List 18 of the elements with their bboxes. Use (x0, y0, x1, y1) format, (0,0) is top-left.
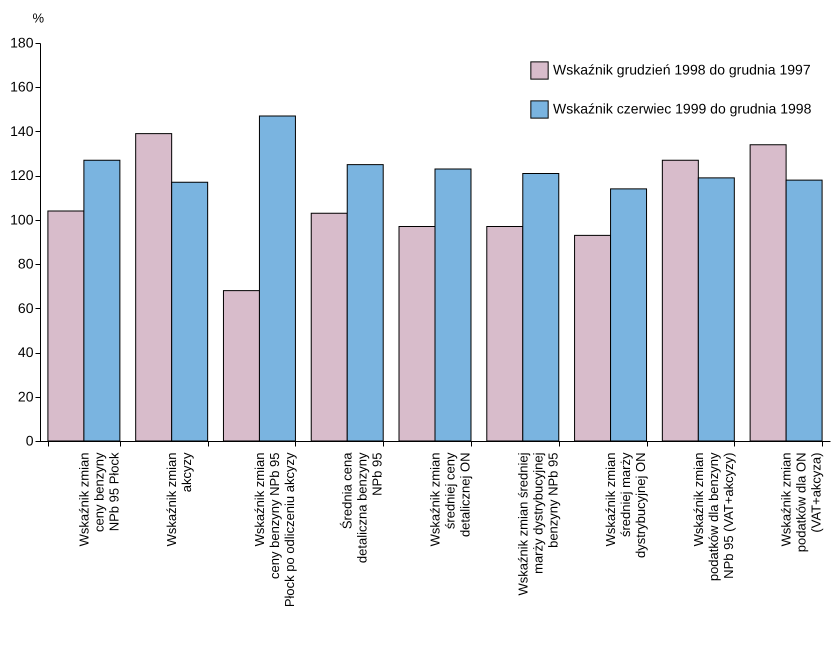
y-tick-label: 120 (10, 167, 34, 184)
y-tick-label: 180 (10, 34, 34, 50)
x-tick-label: Średnia cena detaliczna benzyny NPb 95 (340, 452, 385, 564)
y-tick-label: 20 (18, 388, 34, 404)
y-tick-label: 40 (18, 344, 34, 360)
x-tick-label: Wskaźnik zmian podatków dla ON (VAT+akcyza) (778, 452, 824, 552)
y-axis-title: % (32, 10, 44, 26)
legend-label: Wskaźnik grudzień 1998 do grudnia 1997 (553, 62, 811, 78)
y-tick-label: 80 (18, 256, 34, 272)
y-tick-label: 160 (10, 78, 34, 95)
x-tick-label: Wskaźnik zmian ceny benzyny NPb 95 Płock (76, 452, 122, 546)
y-tick-label: 60 (18, 300, 34, 316)
y-tick-label: 0 (26, 432, 34, 448)
legend-label: Wskaźnik czerwiec 1999 do grudnia 1998 (553, 100, 812, 116)
x-tick-label: Wskaźnik zmian podatków dla benzyny NPb 95 (VAT+akcyzy) (690, 452, 736, 582)
y-tick-label: 140 (10, 122, 34, 139)
x-tick-label: Wskaźnik zmian akcyzy (164, 452, 194, 546)
y-tick-label: 100 (10, 211, 34, 228)
